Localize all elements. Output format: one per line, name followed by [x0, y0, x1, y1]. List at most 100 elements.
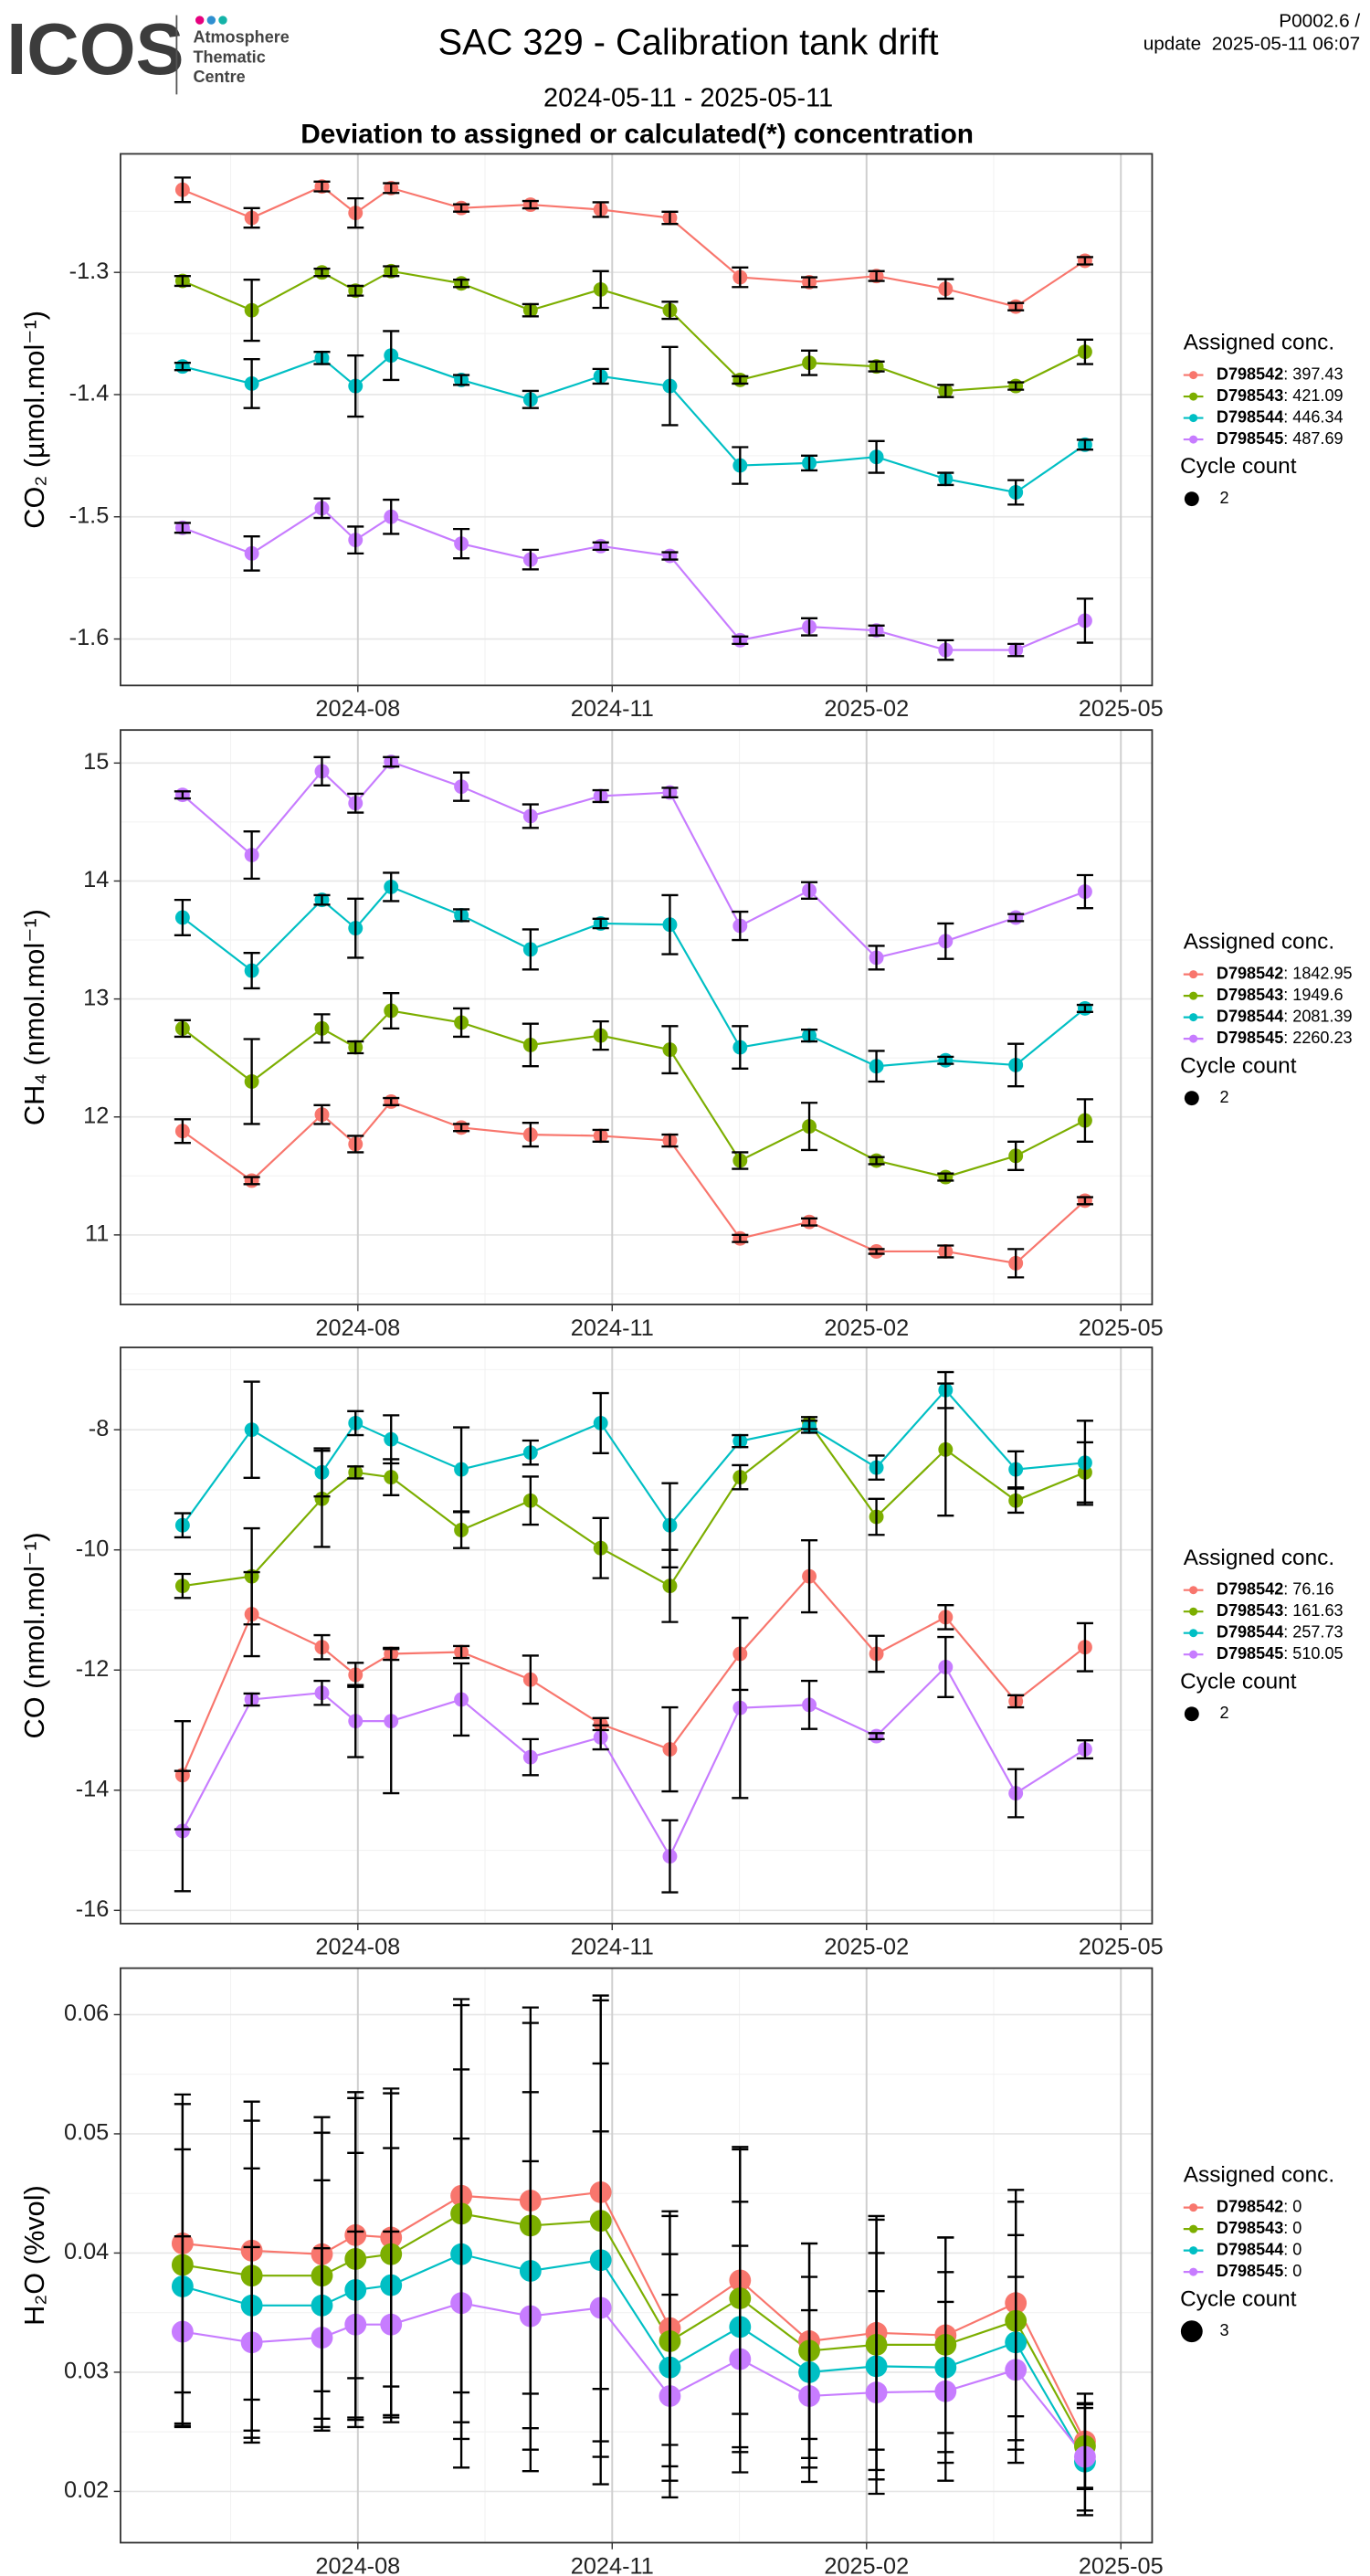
- error-bar: [1076, 1621, 1093, 1673]
- error-bar: [1007, 1450, 1025, 1489]
- legend-assigned: : 0: [1283, 2240, 1302, 2258]
- error-bar: [383, 498, 400, 535]
- x-tick-label: 2025-02: [824, 696, 909, 722]
- error-bar: [801, 1539, 818, 1614]
- error-bar: [937, 1604, 954, 1631]
- y-tick-label: 12: [83, 1103, 109, 1128]
- error-bar: [313, 2247, 331, 2429]
- legend-swatch: [1189, 1650, 1198, 1659]
- error-bar: [243, 1176, 260, 1186]
- error-bar: [453, 1007, 470, 1039]
- legend-title: Assigned conc.: [1184, 2163, 1334, 2188]
- legend-assigned: : 2260.23: [1283, 1029, 1352, 1047]
- legend-title: Cycle count: [1180, 1669, 1297, 1694]
- x-tick-label: 2024-11: [571, 1935, 654, 1960]
- legend-label: D798544: 257.73: [1217, 1622, 1344, 1641]
- error-bar: [801, 1102, 818, 1152]
- legend-title: Assigned conc.: [1184, 930, 1334, 955]
- error-bar: [1007, 479, 1025, 506]
- legend-size-swatch: [1184, 1091, 1199, 1106]
- legend-assigned: : 161.63: [1283, 1601, 1343, 1620]
- legend-swatch: [1189, 2246, 1198, 2255]
- error-bar: [174, 1572, 191, 1599]
- error-bar: [453, 2137, 470, 2469]
- error-bar: [868, 624, 885, 637]
- logo-subtitle: Centre: [193, 68, 245, 86]
- y-tick-label: -1.5: [69, 502, 110, 528]
- error-bar: [383, 871, 400, 903]
- y-tick-label: 15: [83, 749, 109, 775]
- error-bar: [1007, 1140, 1025, 1172]
- error-bar: [661, 301, 679, 321]
- legend-swatch: [1189, 991, 1198, 1000]
- legend-label: D798545: 487.69: [1217, 429, 1344, 448]
- error-bar: [732, 266, 749, 289]
- error-bar: [313, 1013, 331, 1044]
- error-bar: [243, 2245, 260, 2439]
- error-bar: [174, 1512, 191, 1539]
- y-tick-label: 0.02: [64, 2477, 109, 2503]
- error-bar: [522, 1737, 539, 1777]
- error-bar: [868, 1248, 885, 1255]
- error-bar: [661, 345, 679, 427]
- error-bar: [174, 2234, 191, 2429]
- legend-swatch: [1189, 1013, 1198, 1022]
- error-bar: [1076, 873, 1093, 910]
- legend-label: D798544: 2081.39: [1217, 1007, 1353, 1025]
- legend-size-swatch: [1184, 1706, 1199, 1722]
- legend-swatch: [1189, 2203, 1198, 2212]
- error-bar: [313, 1447, 331, 1498]
- error-bar: [801, 881, 818, 901]
- error-bar: [313, 268, 331, 278]
- error-bar: [313, 1679, 331, 1706]
- error-bar: [174, 1769, 191, 1893]
- error-bar: [661, 551, 679, 561]
- y-tick-label: 0.04: [64, 2239, 109, 2265]
- error-bar: [937, 1635, 954, 1699]
- legend-label: D798545: 2260.23: [1217, 1029, 1353, 1047]
- error-bar: [347, 1040, 364, 1055]
- subtitle: 2024-05-11 - 2025-05-11: [543, 83, 833, 112]
- legend-assigned: : 487.69: [1283, 429, 1343, 448]
- error-bar: [1007, 1768, 1025, 1819]
- legend-assigned: : 446.34: [1283, 407, 1343, 426]
- legend-name: D798542: [1217, 2197, 1283, 2215]
- logo-dot: [206, 16, 216, 25]
- error-bar: [801, 1028, 818, 1043]
- error-bar: [868, 2290, 885, 2496]
- error-bar: [174, 275, 191, 288]
- legend-title: Cycle count: [1180, 2286, 1297, 2311]
- error-bar: [522, 548, 539, 571]
- plot-background: [120, 1347, 1153, 1924]
- legend-label: D798545: 0: [1217, 2262, 1302, 2280]
- error-bar: [453, 1426, 470, 1513]
- error-bar: [1076, 597, 1093, 644]
- error-bar: [661, 787, 679, 798]
- error-bar: [347, 1684, 364, 1758]
- y-tick-label: -16: [76, 1896, 110, 1922]
- error-bar: [937, 1244, 954, 1259]
- error-bar: [522, 1022, 539, 1068]
- error-bar: [592, 367, 609, 385]
- error-bar: [522, 1475, 539, 1526]
- error-bar: [383, 1414, 400, 1465]
- x-tick-label: 2024-11: [571, 2553, 654, 2576]
- error-bar: [732, 635, 749, 646]
- legend-name: D798542: [1217, 364, 1283, 383]
- error-bar: [732, 1233, 749, 1243]
- legend-assigned: : 2081.39: [1283, 1007, 1352, 1025]
- y-tick-label: -14: [76, 1776, 110, 1801]
- error-bar: [313, 180, 331, 193]
- legend-assigned: : 421.09: [1283, 386, 1343, 405]
- legend-swatch: [1189, 970, 1198, 979]
- error-bar: [453, 203, 470, 213]
- logo-subtitle: Atmosphere: [193, 28, 289, 47]
- error-bar: [1076, 1098, 1093, 1144]
- legend-label: D798542: 397.43: [1217, 364, 1344, 383]
- y-tick-label: -8: [89, 1416, 109, 1441]
- error-bar: [937, 278, 954, 301]
- x-tick-label: 2024-08: [315, 1935, 400, 1960]
- error-bar: [1007, 642, 1025, 658]
- y-axis-label: H₂O (%vol): [18, 2185, 50, 2326]
- error-bar: [868, 269, 885, 282]
